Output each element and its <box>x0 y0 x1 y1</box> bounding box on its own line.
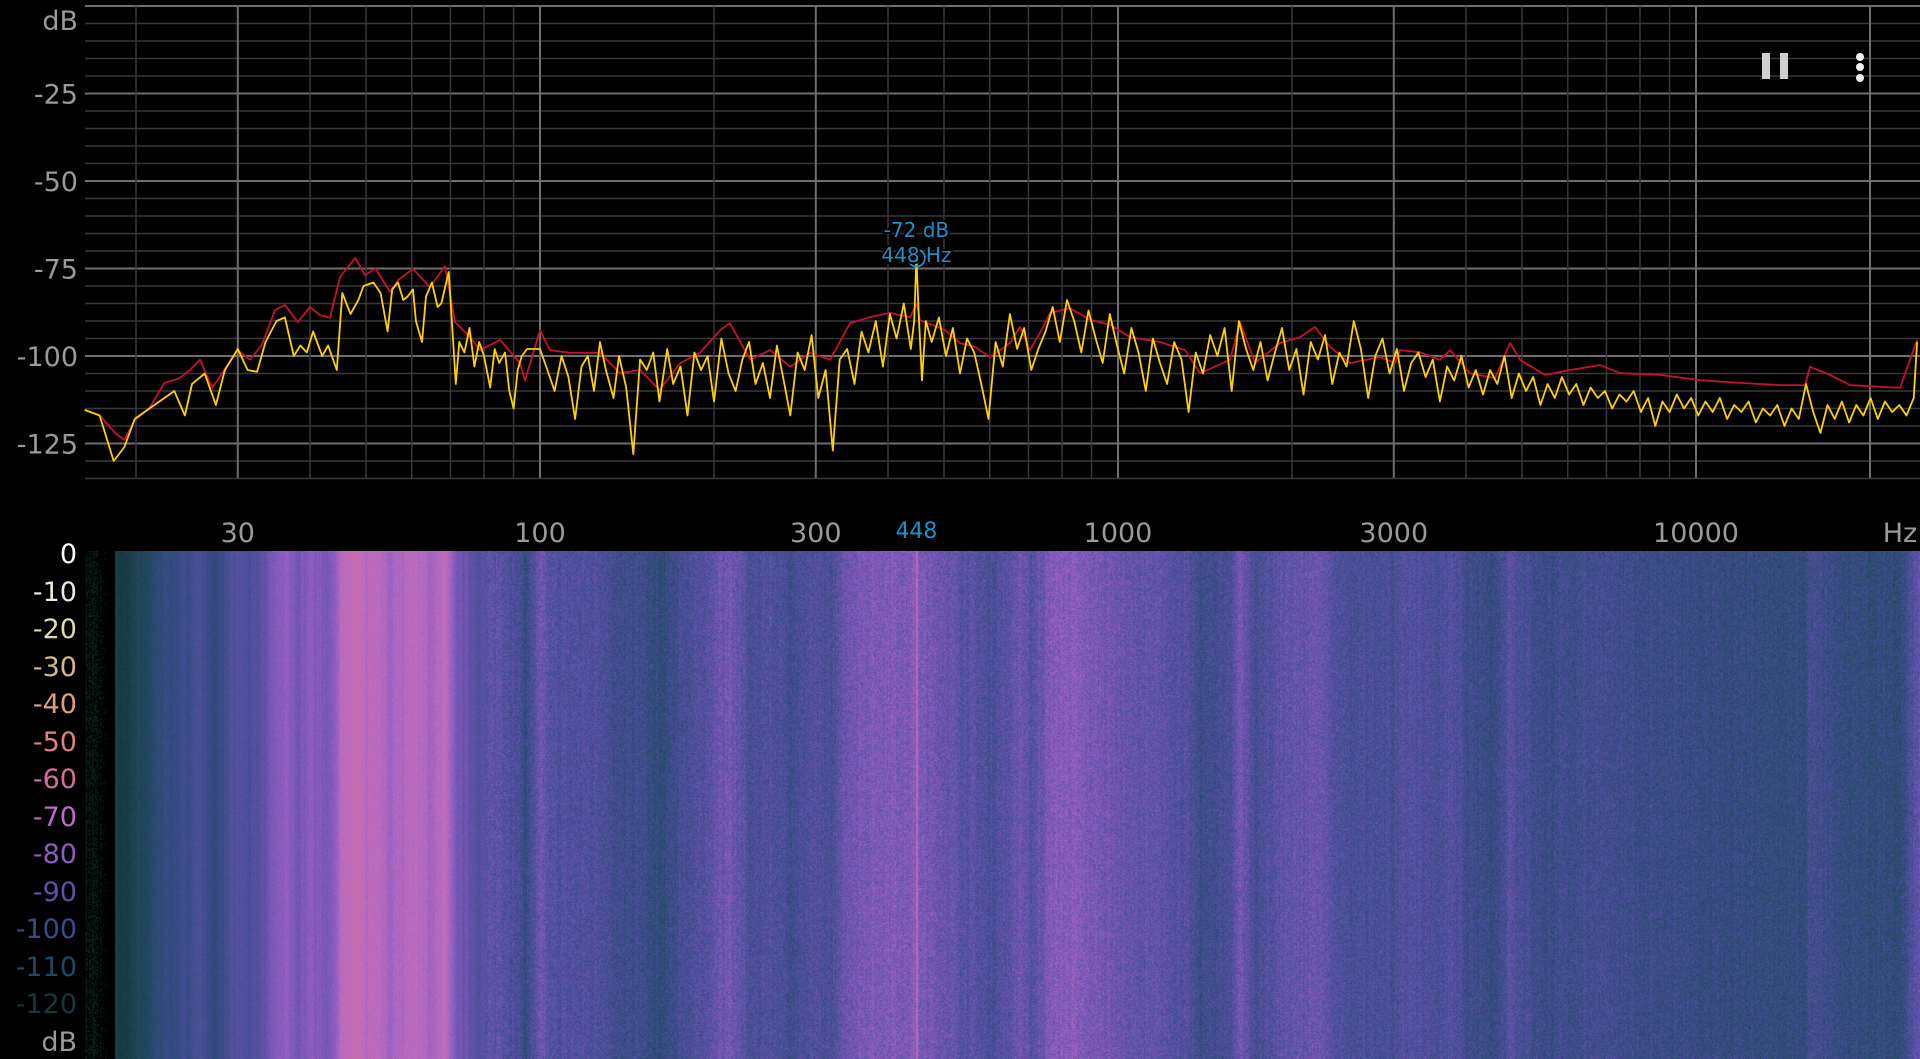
y-tick-label: -100 <box>17 342 78 373</box>
x-axis-labels: 30 100 300 1000 3000 10000 <box>221 518 1739 549</box>
more-options-button[interactable] <box>1840 44 1880 88</box>
colorbar-tick-label: -110 <box>15 951 77 983</box>
colorbar-tick-label: -20 <box>32 614 77 645</box>
colorbar-tick-label: -120 <box>15 989 77 1020</box>
colorbar-tick-label: -80 <box>32 839 77 870</box>
y-tick-label: -125 <box>17 430 78 461</box>
x-tick-label: 30 <box>221 518 255 549</box>
colorbar-tick-label: 0 <box>59 539 77 570</box>
y-tick-label: -25 <box>34 80 78 111</box>
y-axis-labels: -25 -50 -75 -100 -125 <box>17 80 78 461</box>
peak-marker-circle <box>907 248 926 268</box>
colorbar-tick-label: -100 <box>15 914 77 945</box>
x-tick-label: 3000 <box>1359 518 1428 549</box>
x-tick-label: 300 <box>790 518 842 549</box>
x-tick-label: 1000 <box>1084 518 1153 549</box>
colorbar-tick-label: -30 <box>32 651 77 683</box>
spectrum-chart: -25 -50 -75 -100 -125 dB 30 100 300 1000 3000 100… <box>17 5 1920 549</box>
colorbar-tick-label: -60 <box>32 764 77 795</box>
x-tick-label: 10000 <box>1653 518 1739 549</box>
colorbar-tick-label: -50 <box>32 726 77 758</box>
grid <box>85 5 1920 480</box>
x-axis-unit: Hz <box>1883 518 1917 549</box>
colorbar-tick-label: -10 <box>32 576 77 608</box>
peak-marker-frequency: 448 Hz <box>881 243 951 267</box>
pause-button[interactable] <box>1752 44 1798 88</box>
y-tick-label: -75 <box>34 255 78 286</box>
peak-marker-db: -72 dB <box>884 218 949 242</box>
current-spectrum-line <box>84 257 1918 462</box>
colorbar-tick-label: -90 <box>32 876 77 908</box>
x-tick-label: 100 <box>514 518 566 549</box>
y-axis-unit: dB <box>42 6 78 37</box>
peak-marker: -72 dB 448 Hz 448 <box>879 216 953 544</box>
colorbar-tick-label: -40 <box>32 689 77 720</box>
spectrogram <box>85 551 1920 1059</box>
colorbar-tick-label: -70 <box>32 801 77 833</box>
y-tick-label: -50 <box>34 167 78 198</box>
peak-marker-axis-label: 448 <box>895 519 937 544</box>
colorbar-unit: dB <box>41 1027 77 1058</box>
